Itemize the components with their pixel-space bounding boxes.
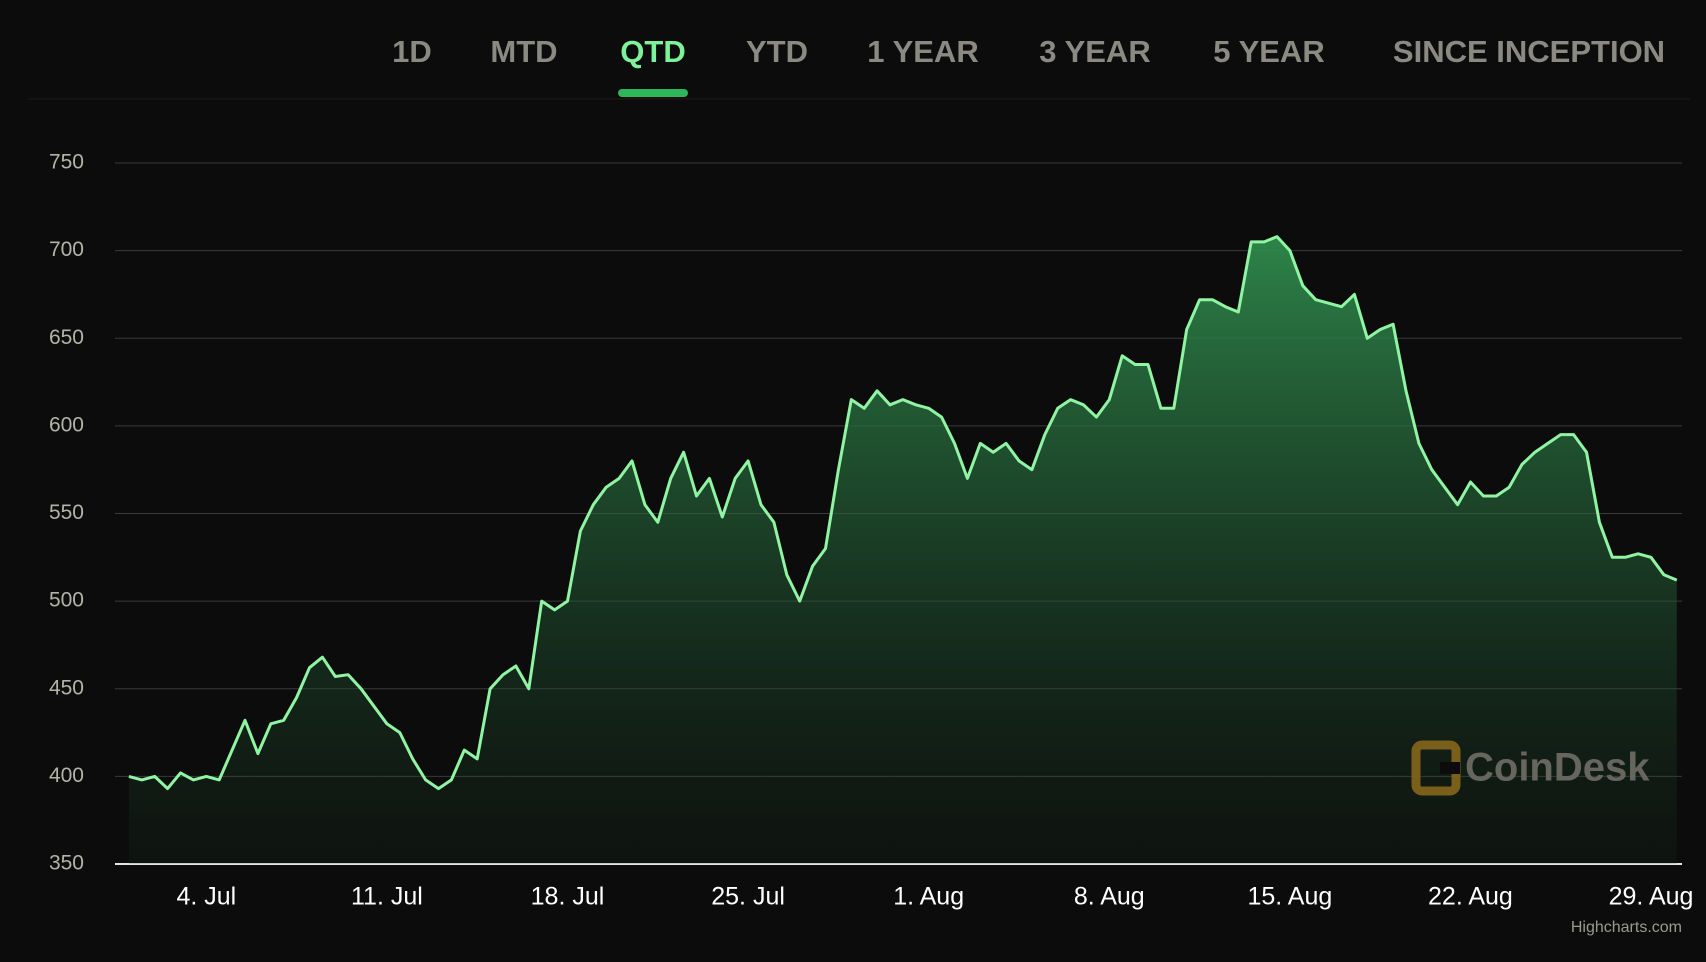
y-tick-label: 400: [49, 764, 84, 787]
y-tick-label: 500: [49, 589, 84, 612]
tab[interactable]: SINCE INCEPTION: [1393, 34, 1665, 69]
x-tick-label: 1. Aug: [893, 883, 964, 911]
x-tick-label: 15. Aug: [1247, 883, 1332, 911]
tab[interactable]: 1D: [392, 34, 432, 69]
watermark: CoinDesk: [1465, 746, 1650, 790]
x-tick-label: 22. Aug: [1428, 883, 1513, 911]
tab[interactable]: QTD: [620, 34, 685, 69]
tab-bar: 1D MTD QTD YTD 1 YEAR 3 YEAR 5 YEAR SINCE INCEP…: [392, 34, 1665, 97]
watermark-logo: [1411, 740, 1461, 796]
tab[interactable]: 5 YEAR: [1213, 34, 1324, 69]
price-line: [128, 235, 1678, 791]
tab[interactable]: 3 YEAR: [1039, 34, 1150, 69]
x-tick-label: 29. Aug: [1609, 883, 1694, 911]
x-tick-label: 18. Jul: [531, 883, 605, 911]
tab[interactable]: YTD: [746, 34, 808, 69]
tab-indicator: [618, 89, 688, 97]
x-tick-label: 25. Jul: [711, 883, 785, 911]
plot-area: 350 400 450 500 550 600 650 700 750 4. Jul 11. Jul…: [49, 151, 1693, 911]
y-tick-label: 600: [49, 413, 84, 436]
y-tick-label: 550: [49, 501, 84, 524]
x-tick-label: 11. Jul: [351, 883, 423, 911]
y-tick-label: 700: [49, 238, 84, 261]
x-tick-label: 8. Aug: [1074, 883, 1145, 911]
x-tick-label: 4. Jul: [176, 883, 236, 911]
y-tick-label: 750: [49, 151, 84, 174]
credits[interactable]: Highcharts.com: [1571, 919, 1682, 936]
y-tick-label: 650: [49, 326, 84, 349]
tab[interactable]: 1 YEAR: [867, 34, 978, 69]
tab[interactable]: MTD: [490, 34, 557, 69]
area-fill: [128, 236, 1677, 865]
y-tick-label: 450: [49, 676, 84, 699]
y-tick-label: 350: [49, 852, 84, 875]
